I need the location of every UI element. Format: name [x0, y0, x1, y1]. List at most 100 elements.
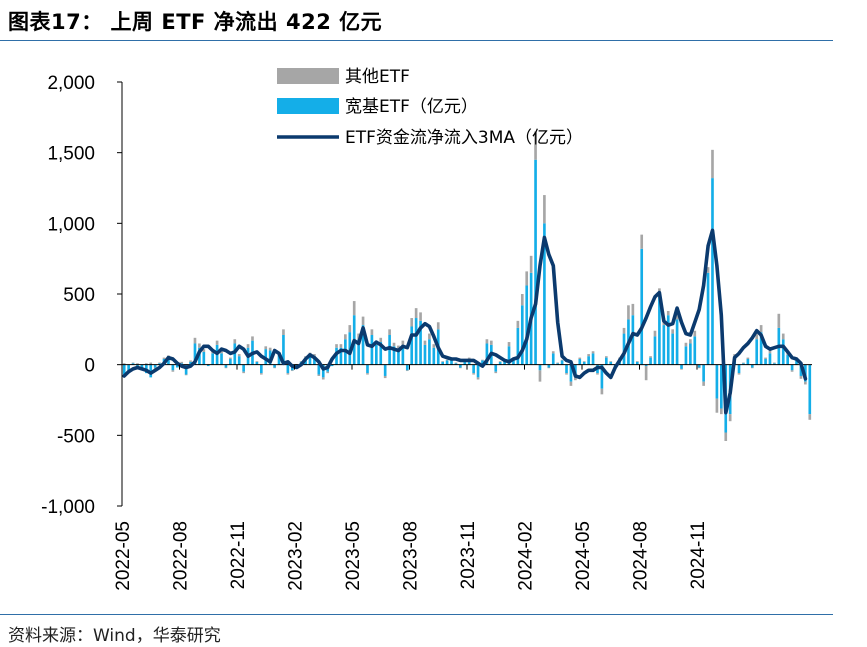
other-etf-bar [529, 255, 533, 273]
broad-etf-bar [321, 364, 325, 378]
other-etf-bar [507, 342, 511, 347]
broad-etf-bar [242, 364, 245, 372]
broad-etf-bar [313, 356, 316, 365]
broad-etf-bar [759, 332, 763, 365]
other-etf-bar [268, 347, 272, 351]
broad-etf-bar [569, 364, 573, 382]
other-etf-bar [790, 370, 794, 372]
broad-etf-bar [184, 364, 188, 375]
y-axis: -1,000 -500 0 500 1,000 1,500 2,000 [41, 73, 123, 518]
broad-etf-bar [189, 361, 192, 365]
broad-etf-bar [171, 364, 175, 371]
broad-etf-bar [423, 344, 427, 365]
other-etf-bar [251, 336, 254, 341]
broad-etf-bar [419, 320, 422, 365]
broad-etf-bar [260, 364, 263, 374]
other-etf-bar [454, 362, 458, 364]
broad-etf-bar [680, 364, 683, 369]
other-etf-bar [556, 362, 559, 364]
other-etf-bar [622, 327, 626, 334]
other-etf-bar [635, 361, 639, 362]
broad-etf-bar [459, 364, 462, 368]
broad-etf-bar [565, 364, 568, 374]
broad-etf-bar [224, 364, 228, 368]
broad-etf-bar [370, 334, 374, 365]
other-etf-bar [326, 371, 329, 374]
broad-etf-bar [410, 326, 414, 365]
broad-etf-bar [609, 361, 613, 365]
y-tick-label: -500 [57, 426, 95, 447]
broad-etf-bar [578, 359, 582, 365]
other-etf-bar [799, 375, 803, 379]
other-etf-bar [666, 310, 670, 316]
other-etf-bar [344, 334, 347, 340]
other-etf-bar [755, 334, 759, 340]
broad-etf-bar [689, 343, 692, 365]
other-etf-bar [414, 308, 418, 319]
other-etf-bar [472, 373, 475, 375]
other-etf-bar [759, 325, 763, 333]
other-etf-bar [260, 373, 263, 375]
other-etf-bar [649, 356, 652, 358]
broad-etf-bar [131, 363, 135, 365]
other-etf-bar [689, 339, 692, 344]
broad-etf-bar [339, 347, 343, 365]
broad-etf-bar [786, 354, 789, 365]
other-etf-bar [273, 367, 276, 369]
other-etf-bar [547, 367, 551, 369]
x-tick-label: 2023-02 [286, 521, 307, 591]
broad-etf-bar [255, 361, 259, 365]
other-etf-bar [671, 329, 674, 334]
y-tick-label: 500 [63, 285, 95, 306]
other-etf-bar [551, 351, 555, 354]
x-tick-label: 2022-08 [171, 521, 192, 591]
footer-divider [0, 614, 833, 615]
broad-etf-bar [476, 364, 480, 378]
broad-etf-bar [494, 364, 498, 372]
other-etf-bar [215, 340, 219, 345]
other-etf-bar [136, 363, 139, 365]
other-etf-bar [764, 357, 767, 360]
broad-etf-bar [454, 363, 458, 365]
other-etf-bar [720, 408, 723, 415]
other-etf-bar [317, 374, 321, 376]
other-etf-bar [286, 373, 290, 375]
broad-etf-bar [520, 305, 524, 365]
other-etf-bar [525, 271, 529, 286]
x-axis: 2022-05 2022-08 2022-11 2023-02 2023-05 2023-… [113, 364, 709, 591]
broad-etf-bar [379, 342, 383, 365]
other-etf-bar [410, 318, 414, 327]
other-etf-bar [189, 360, 192, 362]
other-etf-bar [706, 267, 710, 273]
other-etf-bar [737, 373, 741, 375]
broad-etf-bar [764, 359, 767, 365]
x-tick-label: 2023-05 [343, 521, 364, 591]
broad-etf-bar [512, 359, 515, 365]
other-etf-bar [516, 320, 520, 328]
broad-etf-bar [273, 364, 276, 368]
broad-etf-bar [397, 349, 400, 365]
broad-etf-bar [237, 356, 241, 365]
broad-etf-bar [534, 159, 537, 365]
other-etf-bar [538, 370, 542, 382]
source-note: 资料来源：Wind，华泰研究 [8, 626, 221, 646]
figure-title: 图表17： 上周 ETF 净流出 422 亿元 [8, 10, 383, 34]
x-tick-label: 2024-08 [631, 521, 652, 591]
other-etf-bar [600, 388, 604, 395]
broad-etf-bar [658, 296, 661, 365]
broad-etf-bar [383, 364, 387, 376]
other-etf-bar [171, 370, 175, 372]
broad-etf-bar [635, 361, 639, 365]
other-etf-bar [653, 330, 657, 337]
y-tick-label: 0 [84, 356, 95, 377]
other-etf-bar [742, 362, 745, 364]
other-etf-bar [397, 345, 400, 350]
other-etf-bar [423, 340, 427, 345]
x-tick-label: 2022-11 [228, 521, 249, 589]
broad-etf-bar [675, 319, 679, 365]
broad-etf-bar [432, 347, 436, 365]
other-etf-bar [459, 367, 462, 369]
other-etf-bar [543, 195, 546, 224]
other-etf-bar [392, 342, 396, 347]
